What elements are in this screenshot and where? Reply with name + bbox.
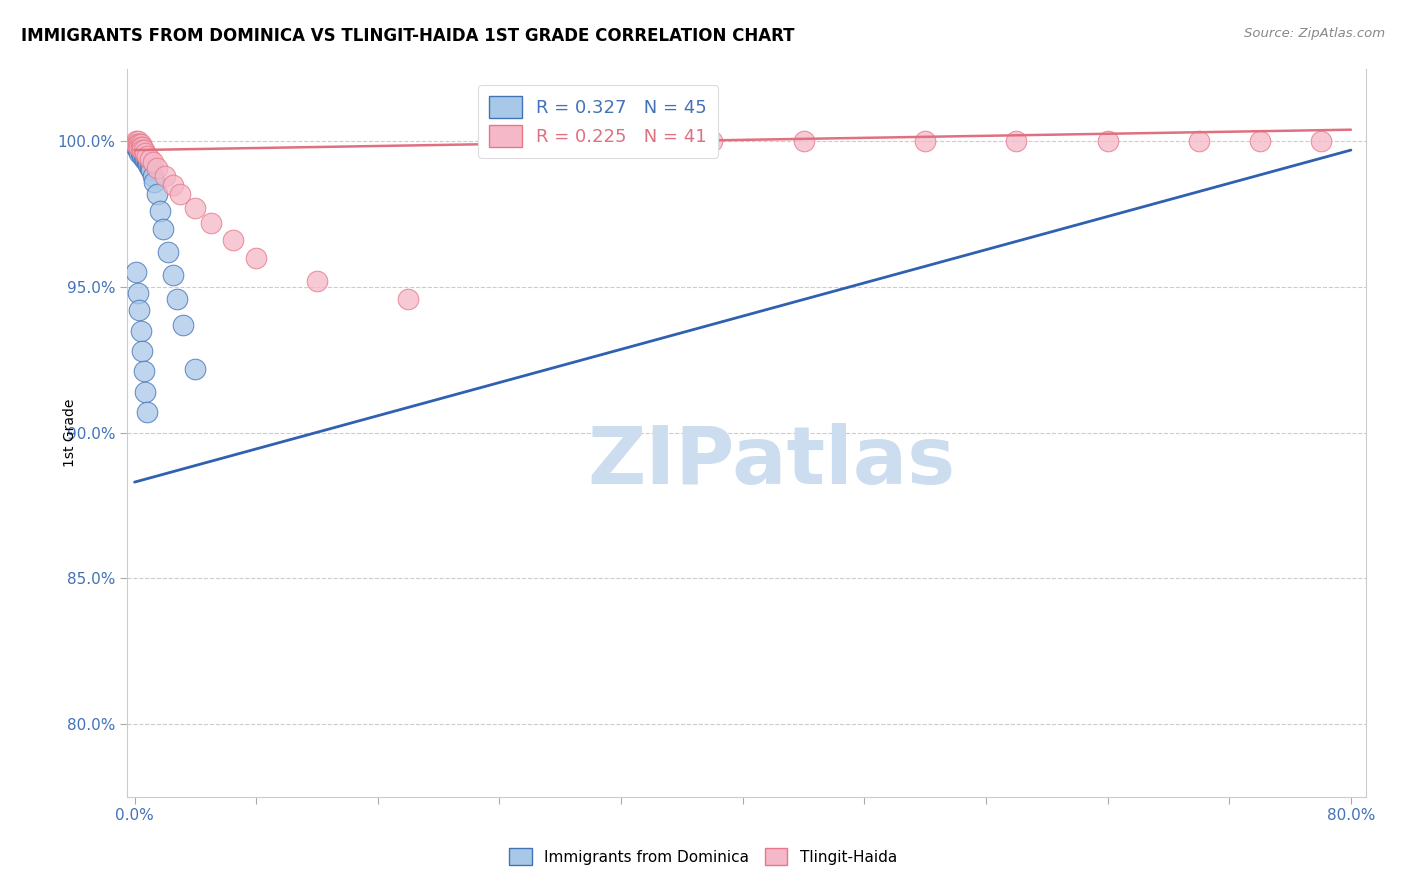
Point: [128, 146, 150, 161]
Point: [146, 186, 169, 201]
Legend: Immigrants from Dominica, Tlingit-Haida: Immigrants from Dominica, Tlingit-Haida: [503, 842, 903, 871]
Point: [125, 137, 148, 152]
Point: [134, 149, 156, 163]
Point: [135, 154, 157, 169]
Point: [143, 175, 166, 189]
Point: [184, 202, 207, 216]
Point: [142, 169, 165, 184]
Point: [152, 221, 174, 235]
Point: [305, 274, 328, 288]
Point: [146, 161, 169, 175]
Point: [128, 303, 150, 318]
Point: [131, 140, 153, 154]
Point: [1188, 134, 1211, 148]
Point: [162, 178, 184, 192]
Point: [125, 265, 148, 279]
Point: [702, 134, 724, 148]
Point: [127, 285, 149, 300]
Point: [172, 318, 194, 332]
Point: [131, 143, 153, 157]
Point: [134, 146, 156, 161]
Point: [129, 137, 152, 152]
Point: [169, 186, 191, 201]
Point: [135, 149, 157, 163]
Point: [127, 137, 149, 152]
Point: [222, 233, 245, 247]
Point: [125, 134, 148, 148]
Point: [1309, 134, 1331, 148]
Point: [793, 134, 815, 148]
Point: [136, 154, 159, 169]
Point: [125, 137, 148, 152]
Point: [134, 384, 156, 399]
Point: [135, 152, 157, 166]
Point: [166, 292, 188, 306]
Point: [132, 143, 155, 157]
Point: [131, 146, 153, 161]
Point: [129, 143, 152, 157]
Point: [184, 361, 207, 376]
Point: [127, 134, 149, 148]
Point: [139, 152, 162, 166]
Point: [136, 158, 159, 172]
Point: [127, 140, 149, 154]
Point: [127, 143, 149, 157]
Point: [132, 152, 155, 166]
Text: IMMIGRANTS FROM DOMINICA VS TLINGIT-HAIDA 1ST GRADE CORRELATION CHART: IMMIGRANTS FROM DOMINICA VS TLINGIT-HAID…: [21, 27, 794, 45]
Point: [132, 146, 155, 161]
Text: Source: ZipAtlas.com: Source: ZipAtlas.com: [1244, 27, 1385, 40]
Point: [396, 292, 419, 306]
Point: [141, 163, 163, 178]
Point: [200, 216, 222, 230]
Point: [128, 140, 150, 154]
Point: [128, 137, 150, 152]
Point: [1097, 134, 1119, 148]
Point: [132, 149, 155, 163]
Point: [131, 344, 153, 359]
Point: [128, 137, 150, 152]
Point: [149, 204, 172, 219]
Point: [134, 152, 156, 166]
Point: [135, 405, 157, 419]
Point: [550, 134, 572, 148]
Point: [127, 137, 149, 152]
Point: [129, 324, 152, 338]
Point: [129, 146, 152, 161]
Point: [153, 169, 176, 184]
Point: [162, 268, 184, 283]
Point: [245, 251, 267, 265]
Point: [139, 161, 162, 175]
Point: [142, 154, 165, 169]
Text: ZIPatlas: ZIPatlas: [588, 423, 956, 500]
Point: [1369, 134, 1392, 148]
Point: [1249, 134, 1271, 148]
Point: [131, 143, 153, 157]
Point: [129, 140, 152, 154]
Point: [139, 158, 162, 172]
Point: [157, 245, 180, 260]
Point: [131, 149, 153, 163]
Point: [914, 134, 936, 148]
Text: 1st Grade: 1st Grade: [63, 399, 77, 467]
Point: [1005, 134, 1028, 148]
Point: [132, 364, 155, 378]
Legend: R = 0.327   N = 45, R = 0.225   N = 41: R = 0.327 N = 45, R = 0.225 N = 41: [478, 85, 717, 158]
Point: [128, 140, 150, 154]
Point: [125, 140, 148, 154]
Point: [128, 143, 150, 157]
Point: [129, 140, 152, 154]
